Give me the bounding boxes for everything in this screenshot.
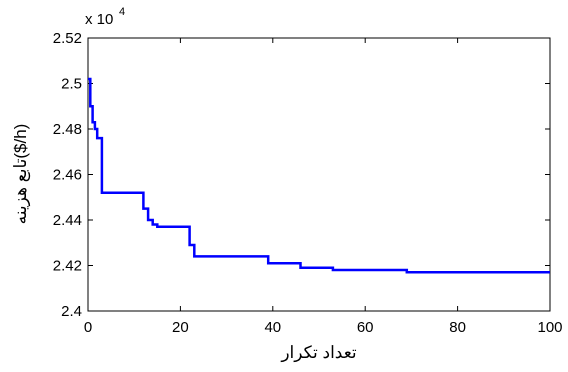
x-tick-label: 60 xyxy=(357,319,374,336)
y-tick-label: 2.48 xyxy=(53,121,82,138)
y-multiplier-exponent: 4 xyxy=(119,6,125,18)
labels-layer: x 10 4 تعداد تکرار تابع هزینه($/h) xyxy=(11,6,357,363)
y-tick-label: 2.52 xyxy=(53,30,82,47)
plot-area xyxy=(87,37,551,312)
x-tick-label: 100 xyxy=(537,319,562,336)
series-layer xyxy=(88,77,550,274)
series-line xyxy=(88,77,550,274)
y-tick-label: 2.46 xyxy=(53,167,82,184)
y-tick-label: 2.4 xyxy=(61,303,82,320)
y-axis-label: تابع هزینه($/h) xyxy=(11,124,31,225)
ticks-layer: 0 20 40 60 80 100 2.4 2.42 2.44 2.46 2.48 2.5 2.52 xyxy=(53,30,563,336)
y-tick-label: 2.5 xyxy=(61,76,82,93)
y-tick-label: 2.42 xyxy=(53,258,82,275)
x-axis-label: تعداد تکرار xyxy=(280,343,357,363)
y-multiplier-label: x 10 xyxy=(85,11,113,28)
x-tick-label: 20 xyxy=(172,319,189,336)
x-tick-label: 80 xyxy=(449,319,466,336)
y-tick-label: 2.44 xyxy=(53,212,82,229)
x-tick-label: 0 xyxy=(84,319,92,336)
x-tick-label: 40 xyxy=(264,319,281,336)
